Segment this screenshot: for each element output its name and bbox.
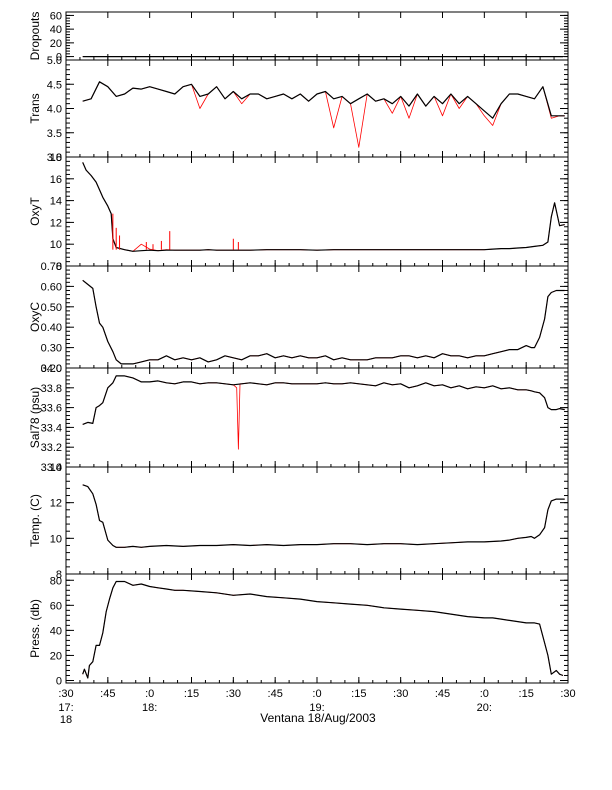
y-tick-label: 3.5 <box>47 128 62 140</box>
series-group <box>82 279 565 365</box>
y-tick-label: 8 <box>56 261 62 273</box>
raw-series-line <box>82 375 565 450</box>
y-tick-label: 0 <box>56 675 62 687</box>
processed-series-line <box>82 279 565 365</box>
x-tick-label: :30 <box>393 688 408 700</box>
processed-series-line <box>82 580 564 679</box>
y-tick-label: 4.0 <box>47 104 62 116</box>
x-tick-sublabel: 18 <box>60 714 72 726</box>
panel-frame <box>65 11 569 61</box>
processed-series-line <box>82 162 565 252</box>
x-tick-label: :45 <box>435 688 450 700</box>
panel-5: 33.0 33.2 33.4 33.6 33.8 34.0 Sal78 (psu) <box>28 363 569 474</box>
x-tick-sublabel: 17: <box>58 702 73 714</box>
x-tick-sublabel: 19: <box>309 702 324 714</box>
processed-series-line <box>82 81 565 119</box>
y-tick-label: 14 <box>50 462 62 474</box>
x-tick-sublabel: 18: <box>142 702 157 714</box>
panel-1: 0 20 40 60 Dropouts <box>28 10 569 64</box>
series-group <box>82 484 565 548</box>
x-tick-label: :45 <box>100 688 115 700</box>
series-group <box>82 162 565 252</box>
panel-4: 0.20 0.30 0.40 0.50 0.60 0.70 OxyC <box>28 261 569 375</box>
processed-series-line <box>82 484 565 548</box>
y-tick-label: 0.40 <box>41 322 62 334</box>
y-tick-label: 20 <box>50 650 62 662</box>
y-axis-label: Press. (db) <box>28 599 42 658</box>
raw-series-line <box>82 581 564 679</box>
y-tick-label: 33.2 <box>41 442 62 454</box>
x-tick-label: :0 <box>145 688 154 700</box>
y-axis-label: OxyC <box>28 302 42 332</box>
y-tick-label: 16 <box>50 174 62 186</box>
y-tick-label: 0.70 <box>41 261 62 273</box>
y-tick-label: 10 <box>50 533 62 545</box>
x-tick-label: :30 <box>226 688 241 700</box>
panel-frame <box>65 59 569 158</box>
panel-frame <box>65 265 569 369</box>
processed-series-line <box>82 375 565 425</box>
x-tick-label: :15 <box>184 688 199 700</box>
y-tick-label: 60 <box>50 10 62 22</box>
y-tick-label: 4.5 <box>47 79 62 91</box>
y-tick-label: 0 <box>56 52 62 64</box>
panel-frame <box>65 573 569 684</box>
y-tick-label: 18 <box>50 152 62 164</box>
x-tick-label: :15 <box>351 688 366 700</box>
y-tick-label: 33.6 <box>41 403 62 415</box>
y-tick-label: 0.60 <box>41 281 62 293</box>
y-axis-label: Trans <box>28 93 42 123</box>
y-axis-label: Temp. (C) <box>28 494 42 547</box>
y-tick-label: 40 <box>50 24 62 36</box>
raw-series-line <box>82 279 565 365</box>
x-tick-label: :30 <box>58 688 73 700</box>
x-tick-label: :0 <box>312 688 321 700</box>
y-axis-label: Sal78 (psu) <box>28 387 42 448</box>
y-tick-label: 34.0 <box>41 363 62 375</box>
panel-2: 3.0 3.5 4.0 4.5 5.0 Trans <box>28 55 569 164</box>
series-group <box>82 580 564 679</box>
y-tick-label: 20 <box>50 38 62 50</box>
y-tick-label: 0.30 <box>41 343 62 355</box>
series-group <box>82 375 565 450</box>
y-tick-label: 40 <box>50 625 62 637</box>
y-tick-label: 5.0 <box>47 55 62 67</box>
x-tick-label: :45 <box>268 688 283 700</box>
y-tick-label: 14 <box>50 196 62 208</box>
x-tick-sublabel: 20: <box>477 702 492 714</box>
y-tick-label: 0.50 <box>41 302 62 314</box>
x-axis: :30 17:18 :45 :0 18: :15 :30 :45 :0 19: :15 :30 :45:… <box>58 12 576 726</box>
panel-frame <box>65 466 569 575</box>
raw-series-line <box>82 484 565 548</box>
y-tick-label: 33.0 <box>41 462 62 474</box>
y-tick-label: 0.20 <box>41 363 62 375</box>
series-group <box>82 81 565 148</box>
y-tick-label: 60 <box>50 600 62 612</box>
y-axis-label: Dropouts <box>28 12 42 61</box>
y-tick-label: 3.0 <box>47 152 62 164</box>
y-axis-label: OxyT <box>28 197 42 226</box>
x-tick-label: :30 <box>560 688 575 700</box>
figure-caption: Ventana 18/Aug/2003 <box>260 711 376 725</box>
y-tick-label: 33.4 <box>41 422 62 434</box>
panel-7: 0 20 40 60 80 Press. (db) <box>28 573 569 687</box>
raw-series-line <box>82 162 565 252</box>
y-tick-label: 80 <box>50 575 62 587</box>
y-tick-label: 12 <box>50 498 62 510</box>
panel-3: 8 10 12 14 16 18 OxyT <box>28 152 569 273</box>
panels: 0 20 40 60 Dropouts 3.0 3.5 4.0 4.5 5.0 Trans 8 10 12… <box>28 10 569 687</box>
y-tick-label: 10 <box>50 239 62 251</box>
y-tick-label: 33.8 <box>41 383 62 395</box>
panel-frame <box>65 367 569 468</box>
panel-6: 8 10 12 14 Temp. (C) <box>28 462 569 581</box>
y-tick-label: 12 <box>50 217 62 229</box>
x-tick-label: :15 <box>519 688 534 700</box>
x-tick-label: :0 <box>480 688 489 700</box>
y-tick-label: 8 <box>56 569 62 581</box>
